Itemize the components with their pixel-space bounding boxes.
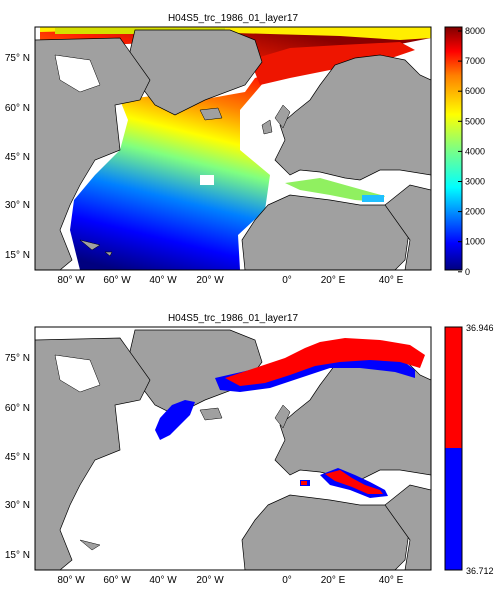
anomaly-blue-labrador	[155, 400, 195, 440]
anomaly-red-nordic	[225, 338, 425, 386]
lon-tick-label: 40° W	[149, 575, 177, 586]
colorbar-tick-label: 5000	[465, 116, 485, 126]
colorbar-high-band	[445, 327, 462, 448]
land-north-america	[35, 337, 151, 570]
colorbar-tick-label: 6000	[465, 86, 485, 96]
colorbar-tick-label: 3000	[465, 177, 485, 187]
lat-tick-label: 30° N	[5, 200, 30, 211]
lat-tick-label: 30° N	[5, 500, 30, 511]
land-europe	[274, 54, 431, 181]
lon-tick-label: 20° E	[321, 575, 346, 586]
lon-tick-label: 80° W	[57, 275, 85, 286]
top-map-area	[35, 27, 431, 270]
colorbar-tick-label: 8000	[465, 26, 485, 36]
colorbar-low-band	[445, 448, 462, 570]
lat-tick-label: 45° N	[5, 452, 30, 463]
colorbar-max-label: 36.946	[466, 323, 494, 333]
lon-tick-label: 60° W	[103, 275, 131, 286]
lon-tick-label: 20° E	[321, 275, 346, 286]
land-africa	[241, 194, 411, 270]
lon-tick-label: 60° W	[103, 575, 131, 586]
lat-tick-label: 60° N	[5, 103, 30, 114]
top-map-frame	[34, 26, 432, 271]
bottom-map-area	[35, 327, 431, 570]
colorbar-tick-label: 7000	[465, 56, 485, 66]
top-map-title: H04S5_trc_1986_01_layer17	[168, 13, 299, 24]
lon-tick-label: 20° W	[196, 275, 224, 286]
lat-tick-label: 15° N	[5, 250, 30, 261]
lat-tick-label: 75° N	[5, 353, 30, 364]
colorbar-tick-label: 0	[465, 267, 470, 277]
lon-tick-label: 40° E	[379, 275, 404, 286]
land-north-america	[35, 37, 151, 270]
lat-tick-label: 15° N	[5, 550, 30, 561]
tracer-field-ocean	[40, 27, 431, 270]
lon-tick-label: 40° E	[379, 575, 404, 586]
bottom-map-title: H04S5_trc_1986_01_layer17	[168, 313, 299, 324]
tracer-field-mediterranean	[285, 178, 385, 202]
lon-tick-label: 80° W	[57, 575, 85, 586]
colorbar-min-label: 36.712	[466, 566, 494, 576]
lon-tick-label: 0°	[282, 275, 292, 286]
top-colorbar: 8000 7000 6000 5000 4000 3000 2000 1000 0	[444, 26, 485, 277]
lat-tick-label: 45° N	[5, 152, 30, 163]
lon-tick-label: 20° W	[196, 575, 224, 586]
colorbar-tick-label: 4000	[465, 146, 485, 156]
anomaly-red-mediterranean	[325, 470, 383, 494]
lat-tick-label: 60° N	[5, 403, 30, 414]
land-africa	[241, 494, 411, 570]
bottom-colorbar: 36.946 36.712	[444, 323, 494, 576]
lon-tick-label: 0°	[282, 575, 292, 586]
bottom-map-frame	[34, 326, 432, 571]
lon-tick-label: 40° W	[149, 275, 177, 286]
colorbar-tick-label: 2000	[465, 207, 485, 217]
lat-tick-label: 75° N	[5, 53, 30, 64]
colorbar-tick-label: 1000	[465, 237, 485, 247]
